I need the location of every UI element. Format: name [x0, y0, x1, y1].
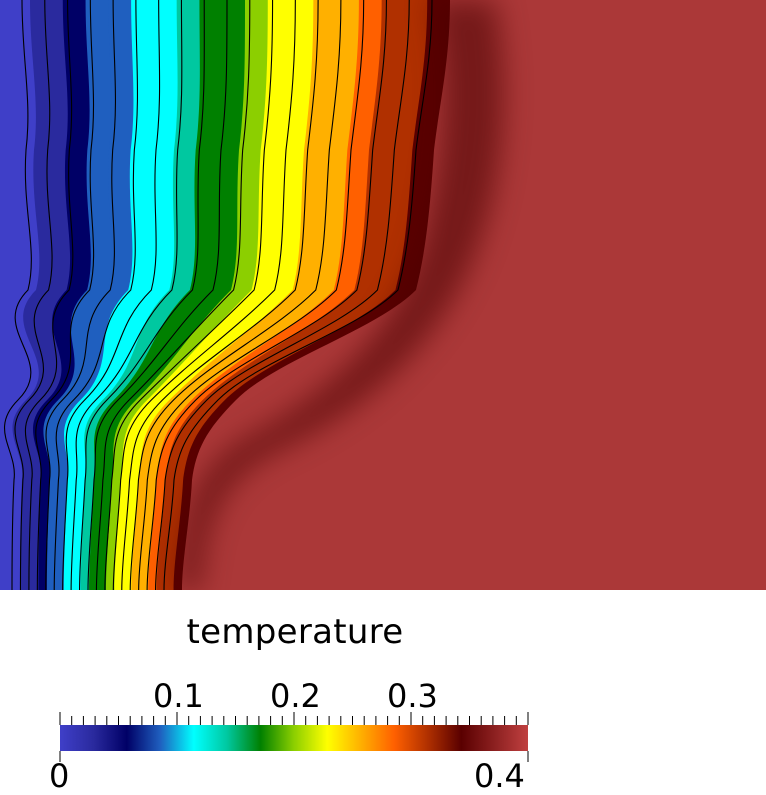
temperature-bands	[0, 0, 450, 590]
contour-line	[104, 0, 274, 590]
contour-line	[121, 0, 319, 590]
contour-line	[95, 0, 251, 590]
contour-line	[129, 0, 342, 590]
colorbar-tick-label-0.3: 0.3	[387, 677, 438, 715]
color-legend	[0, 700, 766, 790]
colorbar	[60, 725, 528, 751]
contour-line	[14, 0, 53, 590]
contour-line	[35, 0, 95, 590]
legend-title: temperature	[186, 612, 404, 652]
contour-line	[112, 0, 296, 590]
contour-line	[70, 0, 183, 590]
colorbar-tick-label-0.1: 0.1	[153, 677, 204, 715]
colorbar-min-label: 0	[49, 757, 70, 795]
contour-lines	[4, 0, 433, 590]
colorbar-max-label: 0.4	[474, 757, 525, 795]
colorbar-tick-label-0.2: 0.2	[270, 677, 321, 715]
contour-line	[155, 0, 410, 590]
contour-line	[146, 0, 387, 590]
contour-line	[79, 0, 205, 590]
contour-line	[87, 0, 228, 590]
contour-line	[45, 0, 116, 590]
contour-line	[138, 0, 365, 590]
contour-line	[53, 0, 139, 590]
contour-line	[24, 0, 74, 590]
contour-line	[163, 0, 433, 590]
colorbar-ticks	[59, 712, 529, 762]
dark-transition	[178, 0, 504, 590]
contour-line	[4, 0, 32, 590]
contour-line	[62, 0, 161, 590]
temperature-band	[0, 0, 40, 590]
temperature-field-plot	[0, 0, 766, 590]
